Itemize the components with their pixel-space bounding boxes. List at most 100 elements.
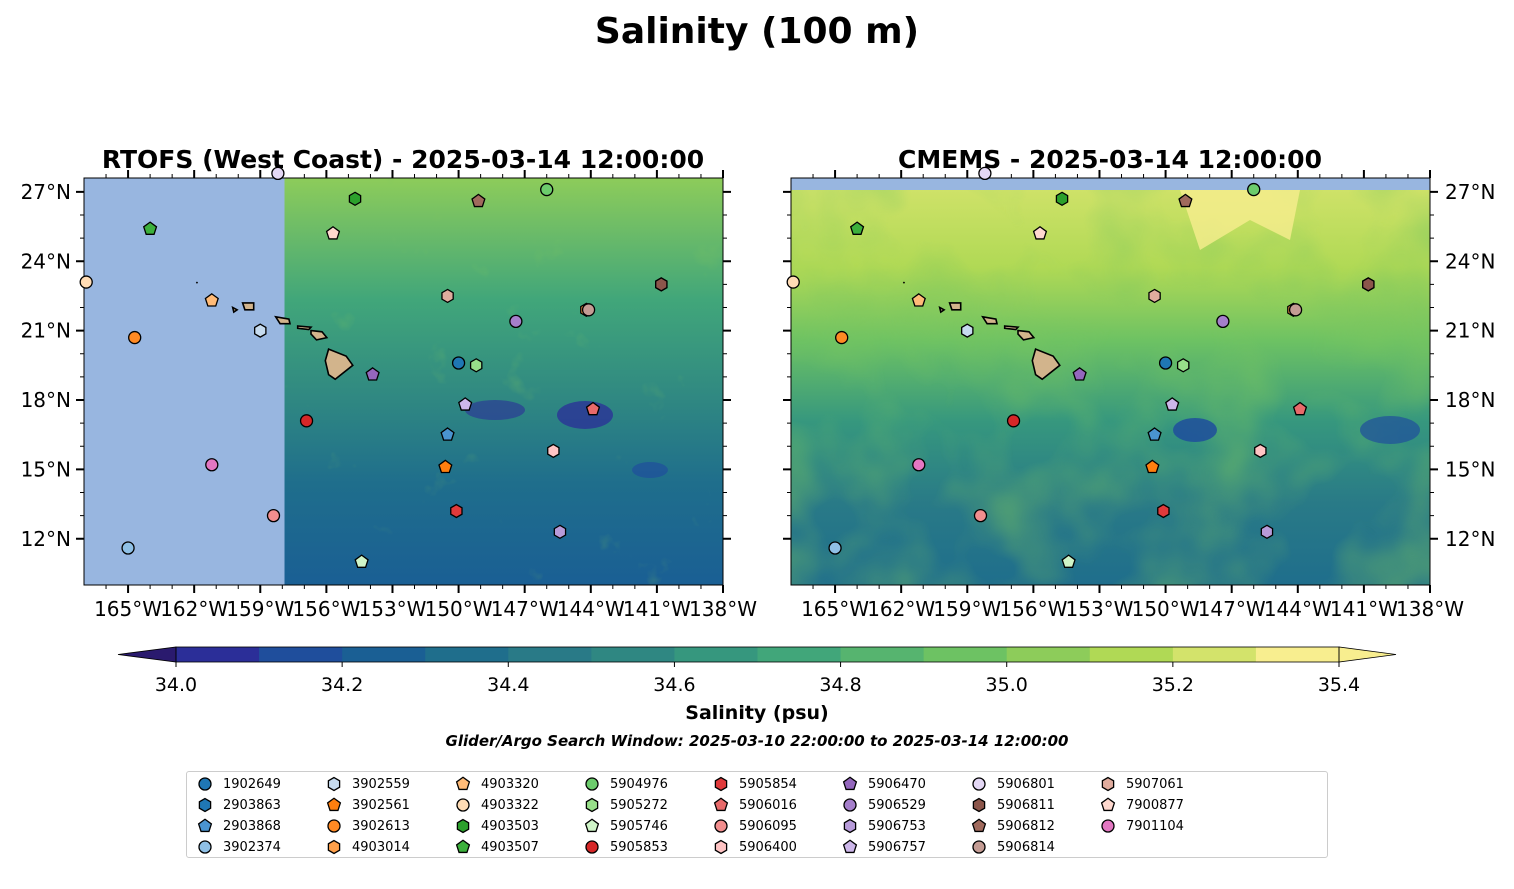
legend-label: 5906470 [868, 776, 926, 792]
island [1031, 348, 1061, 381]
colorbar-segment [176, 647, 260, 662]
x-tick-label: 138°W [1396, 597, 1464, 621]
float-marker-5906811 [655, 277, 668, 292]
float-marker-2903868 [440, 427, 455, 441]
y-tick-label: 12°N [1445, 527, 1495, 551]
colorbar-segment [923, 647, 1008, 662]
legend-marker [327, 776, 341, 792]
x-tick-label: 153°W [359, 597, 427, 621]
x-tick-label: 165°W [94, 597, 162, 621]
legend-marker [326, 797, 342, 812]
float-marker-4903507 [142, 221, 158, 235]
circle-marker-icon [585, 777, 599, 791]
x-tick-label: 141°W [623, 597, 691, 621]
legend-item-5906400: 5906400 [713, 838, 797, 856]
legend-marker [198, 797, 212, 813]
legend-label: 3902559 [352, 776, 410, 792]
y-tick-label: 24°N [21, 249, 71, 273]
cmems-north-mask [791, 178, 1430, 190]
legend-item-5906814: 5906814 [971, 838, 1055, 856]
island [296, 325, 313, 331]
legend-label: 5907061 [1126, 776, 1184, 792]
float-marker-3902561 [1145, 459, 1160, 474]
float-marker-5905272 [1176, 358, 1190, 373]
float-marker-4903503 [1055, 191, 1069, 207]
float-marker-5906016 [585, 401, 601, 416]
legend-marker [714, 776, 728, 792]
colorbar-tick-label: 34.8 [819, 674, 861, 696]
legend-marker [714, 839, 728, 855]
salinity-field-cmems [791, 178, 1430, 585]
legend-item-5906095: 5906095 [713, 817, 797, 835]
legend-marker [585, 840, 599, 854]
legend-marker [197, 818, 213, 833]
float-marker-7901104 [205, 458, 219, 472]
float-marker-4903503 [348, 191, 362, 207]
y-tick-label: 12°N [21, 527, 71, 551]
figure-title: Salinity (100 m) [595, 11, 919, 52]
legend-label: 5906811 [997, 797, 1055, 813]
float-marker-5906753 [1260, 524, 1274, 540]
cmems-eddies [791, 178, 1430, 585]
pentagon-marker-icon [326, 797, 342, 812]
legend-marker [198, 777, 212, 791]
island [981, 315, 999, 325]
float-marker-5906470 [365, 367, 380, 381]
float-markers-cmems [786, 166, 1375, 568]
x-tick-label: 156°W [292, 597, 360, 621]
colorbar-segment [1255, 647, 1340, 662]
legend-item-2903863: 2903863 [197, 796, 281, 814]
island [195, 281, 199, 284]
legend-item-7900877: 7900877 [1100, 796, 1184, 814]
x-tick-label: 165°W [801, 597, 869, 621]
legend-item-5907061: 5907061 [1100, 775, 1184, 793]
x-tick-label: 141°W [1330, 597, 1398, 621]
legend-marker [1101, 776, 1115, 792]
legend-label: 5906814 [997, 839, 1055, 855]
colorbar-tick-label: 34.4 [487, 674, 529, 696]
pentagon-marker-icon [455, 839, 471, 854]
x-tick-label: 159°W [933, 597, 1001, 621]
float-marker-5906529 [1216, 314, 1230, 329]
float-marker-3902374 [121, 541, 135, 555]
colorbar-segment [342, 647, 426, 662]
float-marker-5906812 [471, 193, 486, 208]
y-tick-label: 18°N [21, 388, 71, 412]
legend-label: 2903868 [223, 818, 281, 834]
low-salinity-eddy-a [557, 401, 613, 429]
colorbar-segment [259, 647, 343, 662]
colorbar-segment [1089, 647, 1174, 662]
legend-item-5906016: 5906016 [713, 796, 797, 814]
hexagon-marker-icon [198, 797, 212, 813]
legend-marker [327, 839, 341, 855]
x-tick-label: 150°W [1132, 597, 1200, 621]
circle-marker-icon [585, 840, 599, 854]
float-marker-4903320 [204, 293, 219, 307]
y-tick-label: 15°N [21, 457, 71, 481]
hexagon-marker-icon [585, 797, 599, 813]
legend-item-5905746: 5905746 [584, 817, 668, 835]
float-marker-5906470 [1072, 367, 1087, 381]
axes-cmems: 165°W162°W159°W156°W153°W150°W147°W144°W… [783, 170, 1495, 621]
circle-marker-icon [198, 840, 212, 854]
float-marker-5906757 [1165, 397, 1180, 411]
x-tick-label: 159°W [226, 597, 294, 621]
colorbar-frame [175, 646, 1340, 663]
y-tick-label: 21°N [21, 319, 71, 343]
hawaiian-islands-rtofs [195, 281, 354, 381]
legend-label: 5906812 [997, 818, 1055, 834]
island [274, 315, 292, 325]
hexagon-marker-icon [456, 818, 470, 834]
legend-item-5906529: 5906529 [842, 796, 926, 814]
legend-marker [1101, 819, 1115, 833]
island [948, 302, 962, 311]
colorbar: 34.0 34.2 34.4 34.6 34.8 35.0 35.2 35.4 [117, 646, 1397, 696]
x-tick-label: 138°W [689, 597, 757, 621]
x-tick-label: 144°W [1264, 597, 1332, 621]
circle-marker-icon [843, 798, 857, 812]
legend-item-3902559: 3902559 [326, 775, 410, 793]
y-tick-label: 27°N [1445, 180, 1495, 204]
legend-marker [843, 798, 857, 812]
legend-marker [585, 797, 599, 813]
float-marker-7901104 [912, 458, 926, 472]
